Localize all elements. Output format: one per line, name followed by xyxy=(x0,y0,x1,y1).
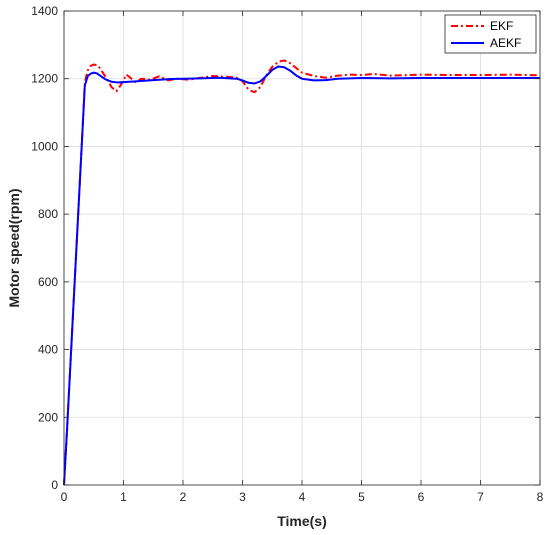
x-tick-label: 8 xyxy=(537,490,544,504)
series-line-aekf xyxy=(63,65,540,486)
legend-label-ekf: EKF xyxy=(490,19,513,33)
x-tick-label: 3 xyxy=(239,490,246,504)
x-tick-label: 6 xyxy=(418,490,425,504)
y-tick-label: 0 xyxy=(51,478,58,492)
legend-box xyxy=(444,14,537,54)
y-tick-label: 600 xyxy=(38,275,58,289)
tick-marks xyxy=(63,10,541,486)
y-tick-labels: 0 200 400 600 800 1000 1200 1400 xyxy=(31,4,58,492)
legend: EKF AEKF xyxy=(444,14,537,54)
x-tick-label: 0 xyxy=(61,490,68,504)
y-tick-label: 1000 xyxy=(31,139,58,153)
y-axis-label: Motor speed(rpm) xyxy=(6,189,22,308)
x-tick-label: 1 xyxy=(120,490,127,504)
x-tick-labels: 0 1 2 3 4 5 6 7 8 xyxy=(61,490,544,504)
x-axis-label: Time(s) xyxy=(277,513,327,529)
series-layer xyxy=(63,59,541,486)
y-tick-label: 400 xyxy=(38,343,58,357)
x-tick-label: 2 xyxy=(180,490,187,504)
x-tick-label: 4 xyxy=(299,490,306,504)
y-tick-label: 1200 xyxy=(31,72,58,86)
y-tick-label: 200 xyxy=(38,410,58,424)
y-tick-label: 800 xyxy=(38,207,58,221)
legend-label-aekf: AEKF xyxy=(490,36,521,50)
x-tick-label: 5 xyxy=(358,490,365,504)
y-tick-label: 1400 xyxy=(31,4,58,18)
x-tick-label: 7 xyxy=(477,490,484,504)
